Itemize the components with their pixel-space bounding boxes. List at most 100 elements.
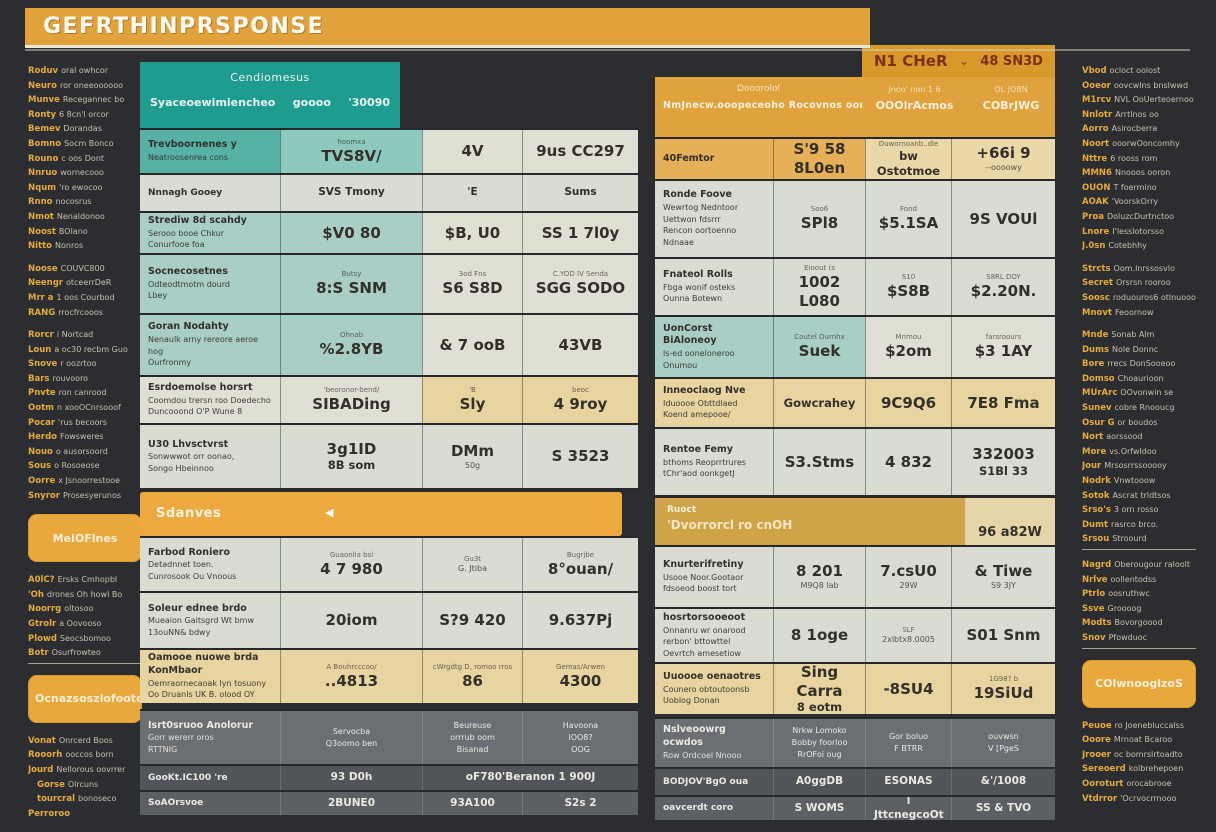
legend-text: Nenaldonoo <box>56 211 105 221</box>
legend-term: RANG <box>28 307 56 318</box>
legend-text: rouvooro <box>52 373 89 383</box>
legend-term: Ptrlo <box>1082 589 1106 600</box>
table-header-title-cell: Dooorolol NmJnecw.ooopeceoho Rocovnos oon… <box>655 77 862 137</box>
legend-item: Oorre x Jsnoorrestooe <box>28 474 142 489</box>
value-cell: Butsy 8:S SNM <box>280 255 422 313</box>
value-b: 20iom <box>325 611 378 630</box>
value-cell: Sing Carra 8 eotm <box>773 664 865 714</box>
legend-term: Gtrolr <box>28 619 57 629</box>
legend-item: Nodrk Vnwtooow <box>1082 474 1196 489</box>
table-header-top: Dooorolol <box>737 84 780 94</box>
value-line: V [PgeS <box>987 744 1020 753</box>
legend-text: Pfowduoc <box>1108 632 1148 642</box>
label-line: Songo Hbeinnoo <box>148 463 214 473</box>
legend-term: Jour <box>1082 461 1102 472</box>
value-line: Servocba <box>332 726 371 736</box>
label-line: UonCorst BiAloneoy <box>663 322 717 347</box>
left-table-banner-button[interactable]: Sdanves ◀ <box>140 491 622 536</box>
legend-text: kolbrehepoen <box>1128 764 1184 774</box>
value-b: $V0 80 <box>322 223 381 242</box>
label-line: Soleur ednee brdo <box>148 602 247 614</box>
value-cell: Nrkw Lomoko Bobby foorloo RrOFoi oug <box>773 719 865 767</box>
legend-text: 'ro ewocoo <box>59 182 103 192</box>
label-line: Odteodtmotm dourd <box>148 279 230 289</box>
table-row: Oamooe nuowe brda KonMbaor Oemraornecaoak… <box>140 648 638 703</box>
value-s: farsroours <box>985 333 1022 342</box>
label-line: Uuoooe oenaotres <box>663 671 761 682</box>
value-b: S 3523 <box>551 447 610 466</box>
value-b: -8SU4 <box>883 679 934 698</box>
value-b: 2BUNE0 <box>327 796 376 809</box>
label-line: Iduoooe Obttdlaed <box>663 398 738 408</box>
legend-text: Nonros <box>55 241 84 251</box>
row-label-cell: Esrdoemolse horsrt Coomdou trersn roo Doe… <box>140 377 280 423</box>
value-s2: 2xlbtx8.0005 <box>882 634 935 644</box>
legend-term: Aorro <box>1082 124 1109 135</box>
legend-text: Feoornow <box>1114 307 1154 317</box>
value-cell: Beureuse orrrub oom Bisanad <box>422 711 522 764</box>
legend-text: o Rosoeose <box>54 461 100 471</box>
value-cell: Gu3t G. Jtiba <box>422 538 522 591</box>
left-sidebar-button[interactable]: Ocnazsoszlofootow <box>28 674 154 723</box>
legend-item: MMN6 Nnooos ooron <box>1082 166 1196 181</box>
legend-item: Vbod ocloct oolost <box>1082 64 1196 79</box>
row-label-cell: Isrt0sruoo Anolorur Gorr wererr oros RTTNI… <box>140 711 280 764</box>
value-cell: 8 201 M9Q8 lab <box>773 547 865 607</box>
legend-term: Srsou <box>1082 534 1110 545</box>
legend-text: wornecooo <box>60 168 104 178</box>
legend-text: r oozrtoo <box>60 359 97 369</box>
legend-text: oltosoo <box>64 604 94 614</box>
right-sidebar-button[interactable]: COlwnooglzoS <box>1082 659 1196 708</box>
legend-term: OUON <box>1082 182 1111 193</box>
value-b: SVS Tmony <box>318 186 385 199</box>
legend-item: Snov Pfowduoc <box>1082 631 1196 649</box>
table-row: Farbod Roniero Detadnnet toen. Cunrosook O… <box>140 536 638 591</box>
label-line: Onumou <box>663 360 698 370</box>
left-sidebar-button[interactable]: MelOFlnes <box>28 514 142 563</box>
value-b: SS 1 7l0y <box>541 223 620 242</box>
legend-item: Snyror Prosesyerunos <box>28 489 142 504</box>
legend-item: Bemev Dorandas <box>28 122 142 137</box>
legend-item: Neengr otceerrDeR <box>28 276 142 291</box>
legend-item: Rnno nocosrus <box>28 195 142 210</box>
legend-item: Rorcr i Nortcad <box>28 328 142 343</box>
legend-item: Nttre 6 rooss rom <box>1082 152 1196 167</box>
table-row: Inneoclaog Nve Iduoooe Obttdlaed Koend ame… <box>655 377 1055 427</box>
label-line: ls-ed ooneloneroo <box>663 349 735 359</box>
table-row: Nslveoowrg ocwdos Row Ordcoel Nnooo Nrkw L… <box>655 717 1055 767</box>
right-table-banner-button[interactable]: Ruoct 'Dvorrorcl ro cnOH <box>655 498 965 545</box>
legend-text: Seocsbomoo <box>59 633 111 643</box>
legend-text: Prosesyerunos <box>62 490 122 500</box>
legend-text: Onrcerd Boos <box>58 735 113 745</box>
value-line: Havoona <box>562 720 599 730</box>
legend-item: Jourd Nellorous oovrrer <box>28 763 142 778</box>
legend-text: Oom.lnrssosvlo <box>1113 263 1175 273</box>
legend-text: Mrsosrrssooooy <box>1104 461 1167 471</box>
label-line: Uettwon fdsrrr <box>663 214 721 224</box>
value-line: orrrub oom <box>450 732 495 742</box>
value-s: A Bouhrcccoo/ <box>326 662 377 671</box>
legend-item: Nmot Nenaldonoo <box>28 210 142 225</box>
legend-term: Plowd <box>28 633 57 644</box>
value-b: 19SiUd <box>973 684 1034 703</box>
value-b: DMm <box>450 441 494 460</box>
label-line: Ourfronmy <box>148 358 192 368</box>
value-cell: S?9 420 <box>422 593 522 648</box>
label-line: Oemraornecaoak lyn tosuony <box>148 678 267 688</box>
value-b: 8°ouan/ <box>547 559 614 578</box>
value-s: 1G98? b <box>988 675 1019 684</box>
label-line: U30 Lhvsctvrst <box>148 438 229 450</box>
table-row: Trevboornenes y Neatroosenrea cons hoomxa T… <box>140 128 638 173</box>
legend-text: nocosrus <box>55 197 92 207</box>
legend-text: 3 orn rosso <box>1113 505 1159 515</box>
value-s: beoc <box>572 386 589 395</box>
band-title: N1 CHeR <box>874 52 948 70</box>
legend-text: c oos Dont <box>61 153 105 163</box>
value-s: 3od Fns <box>458 270 487 279</box>
legend-text: Bovorgoood <box>1114 618 1163 628</box>
legend-item: M1rcv NVL OoUerteoernoo <box>1082 93 1196 108</box>
legend-item: Bore rrecs DonSooeoo <box>1082 357 1196 372</box>
value-b: $S8B <box>886 282 931 301</box>
legend-term: Nouo <box>28 446 53 457</box>
